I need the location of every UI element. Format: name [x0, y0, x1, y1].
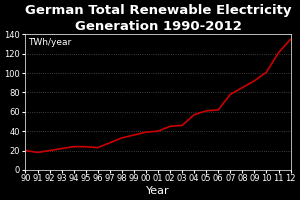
- Text: TWh/year: TWh/year: [28, 38, 71, 47]
- X-axis label: Year: Year: [146, 186, 170, 196]
- Title: German Total Renewable Electricity
Generation 1990-2012: German Total Renewable Electricity Gener…: [25, 4, 291, 33]
